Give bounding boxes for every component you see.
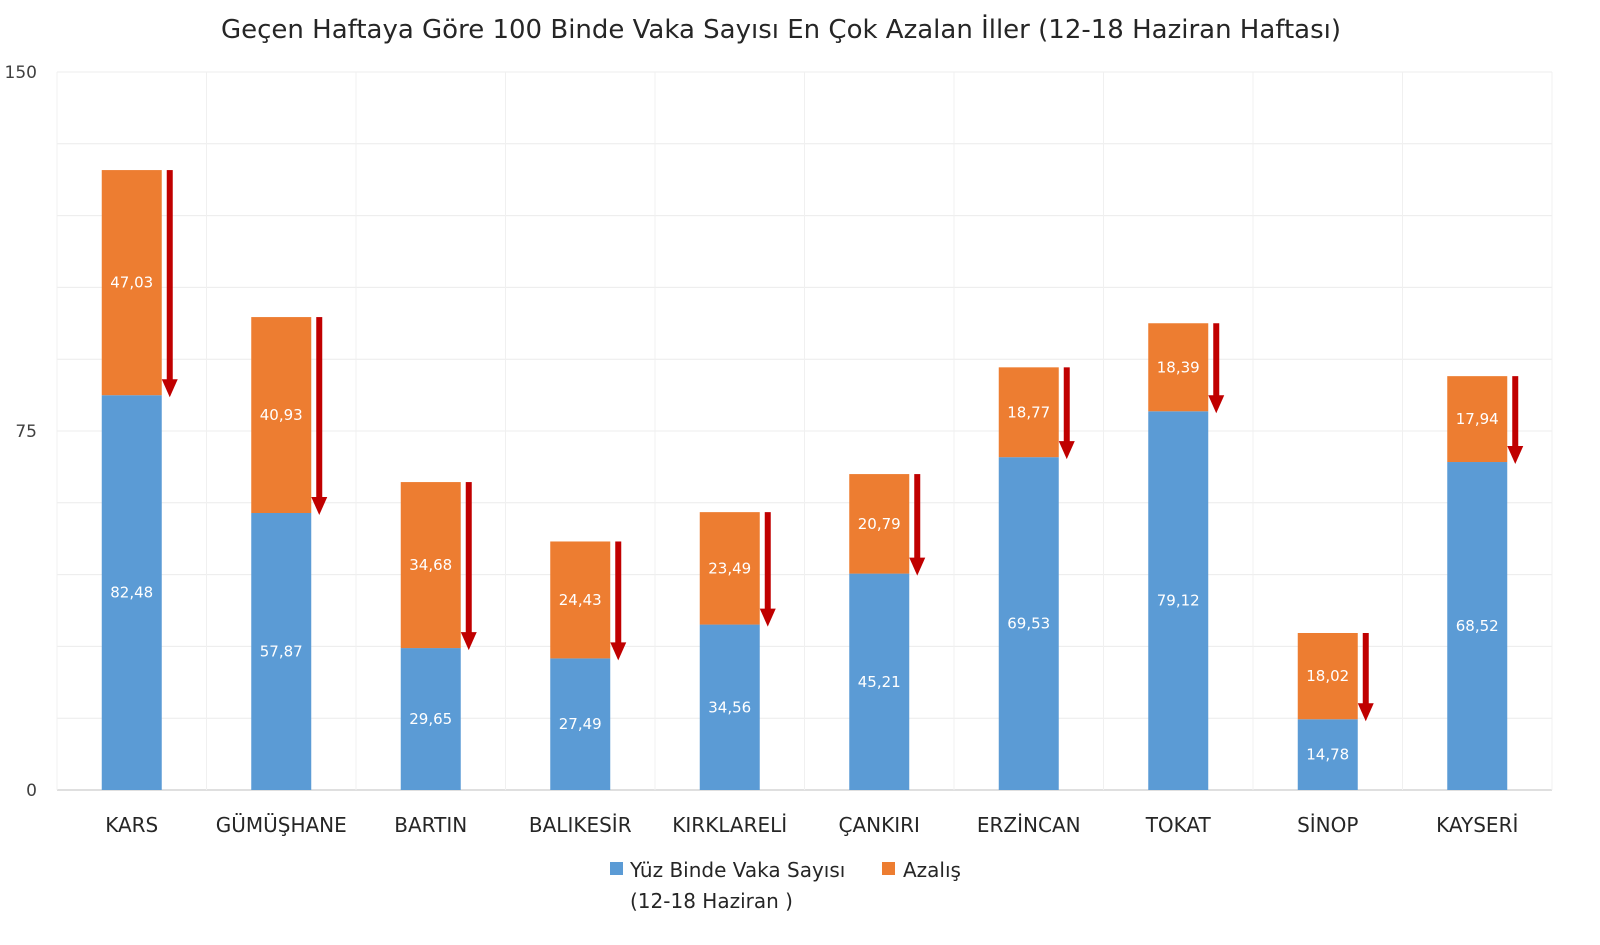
down-arrow-icon bbox=[1507, 446, 1524, 465]
data-label-decrease: 47,03 bbox=[110, 274, 153, 292]
down-arrow-icon bbox=[460, 632, 477, 651]
legend-swatch-decrease bbox=[882, 862, 895, 875]
legend-label-cases-line2: (12-18 Haziran ) bbox=[630, 889, 793, 913]
bar-decrease bbox=[699, 512, 760, 625]
x-category-label: ÇANKIRI bbox=[839, 813, 920, 837]
bar-cases bbox=[400, 648, 461, 790]
down-arrow-icon bbox=[610, 642, 627, 661]
bar-decrease bbox=[251, 317, 312, 513]
down-arrow-icon-shaft bbox=[764, 512, 771, 611]
legend: Yüz Binde Vaka Sayısı (12-18 Haziran ) A… bbox=[610, 858, 961, 913]
down-arrow-icon bbox=[909, 557, 926, 576]
x-category-label: KAYSERİ bbox=[1436, 813, 1518, 837]
data-label-decrease: 18,02 bbox=[1306, 667, 1349, 685]
x-category-label: ERZİNCAN bbox=[977, 813, 1081, 837]
data-label-cases: 14,78 bbox=[1306, 746, 1349, 764]
bar-cases bbox=[1297, 719, 1358, 790]
x-category-label: SİNOP bbox=[1297, 813, 1358, 837]
x-category-label: GÜMÜŞHANE bbox=[216, 813, 347, 837]
data-label-cases: 29,65 bbox=[409, 710, 452, 728]
bar-cases bbox=[251, 512, 312, 790]
data-label-cases: 79,12 bbox=[1157, 592, 1200, 610]
down-arrow-icon bbox=[1208, 395, 1225, 414]
x-category-label: KARS bbox=[105, 813, 158, 837]
data-label-cases: 27,49 bbox=[559, 715, 602, 733]
bar-cases bbox=[1148, 411, 1209, 790]
legend-swatch-cases bbox=[610, 862, 623, 875]
down-arrow-icon bbox=[161, 379, 178, 398]
bar-cases bbox=[101, 395, 162, 790]
y-tick-label: 150 bbox=[5, 63, 37, 83]
bar-decrease bbox=[1148, 323, 1209, 412]
data-label-decrease: 18,39 bbox=[1157, 358, 1200, 376]
y-tick-label: 0 bbox=[26, 781, 37, 801]
data-label-cases: 34,56 bbox=[708, 698, 751, 716]
data-label-decrease: 24,43 bbox=[559, 591, 602, 609]
data-label-decrease: 18,77 bbox=[1007, 403, 1050, 421]
data-label-cases: 68,52 bbox=[1456, 617, 1499, 635]
bar-cases bbox=[699, 624, 760, 790]
bar-decrease bbox=[400, 482, 461, 649]
y-tick-label: 75 bbox=[15, 422, 37, 442]
bar-decrease bbox=[998, 367, 1059, 458]
x-category-label: BARTIN bbox=[394, 813, 467, 837]
bar-decrease bbox=[1447, 376, 1508, 463]
bar-decrease bbox=[1297, 632, 1358, 720]
data-label-cases: 57,87 bbox=[260, 642, 303, 660]
data-label-cases: 45,21 bbox=[858, 673, 901, 691]
data-label-decrease: 40,93 bbox=[260, 406, 303, 424]
down-arrow-icon bbox=[311, 496, 328, 515]
legend-label-cases: Yüz Binde Vaka Sayısı bbox=[629, 858, 845, 882]
bar-decrease bbox=[550, 541, 611, 659]
down-arrow-icon-shaft bbox=[1512, 376, 1519, 449]
bar-cases bbox=[1447, 462, 1508, 790]
down-arrow-icon-shaft bbox=[1213, 323, 1220, 398]
data-label-decrease: 20,79 bbox=[858, 515, 901, 533]
data-label-decrease: 23,49 bbox=[708, 559, 751, 577]
down-arrow-icon-shaft bbox=[465, 482, 472, 635]
data-label-cases: 69,53 bbox=[1007, 615, 1050, 633]
down-arrow-icon bbox=[1357, 703, 1374, 722]
x-category-label: KIRKLARELİ bbox=[672, 813, 787, 837]
down-arrow-icon bbox=[1058, 441, 1075, 460]
down-arrow-icon-shaft bbox=[1362, 632, 1369, 706]
down-arrow-icon-shaft bbox=[316, 317, 323, 499]
bar-decrease bbox=[101, 170, 162, 396]
down-arrow-icon bbox=[759, 608, 776, 627]
down-arrow-icon-shaft bbox=[1063, 367, 1070, 444]
bar-cases bbox=[550, 658, 611, 790]
down-arrow-icon-shaft bbox=[914, 474, 921, 560]
x-category-label: TOKAT bbox=[1145, 813, 1212, 837]
bar-cases bbox=[998, 457, 1059, 790]
data-label-decrease: 34,68 bbox=[409, 556, 452, 574]
legend-label-decrease: Azalış bbox=[903, 858, 961, 882]
bar-decrease bbox=[849, 474, 910, 574]
data-label-decrease: 17,94 bbox=[1456, 410, 1499, 428]
bar-cases bbox=[849, 573, 910, 790]
data-label-cases: 82,48 bbox=[110, 584, 153, 602]
chart-title: Geçen Haftaya Göre 100 Binde Vaka Sayısı… bbox=[221, 13, 1341, 45]
down-arrow-icon-shaft bbox=[166, 170, 173, 382]
x-category-label: BALIKESİR bbox=[529, 813, 632, 837]
down-arrow-icon-shaft bbox=[615, 541, 622, 645]
